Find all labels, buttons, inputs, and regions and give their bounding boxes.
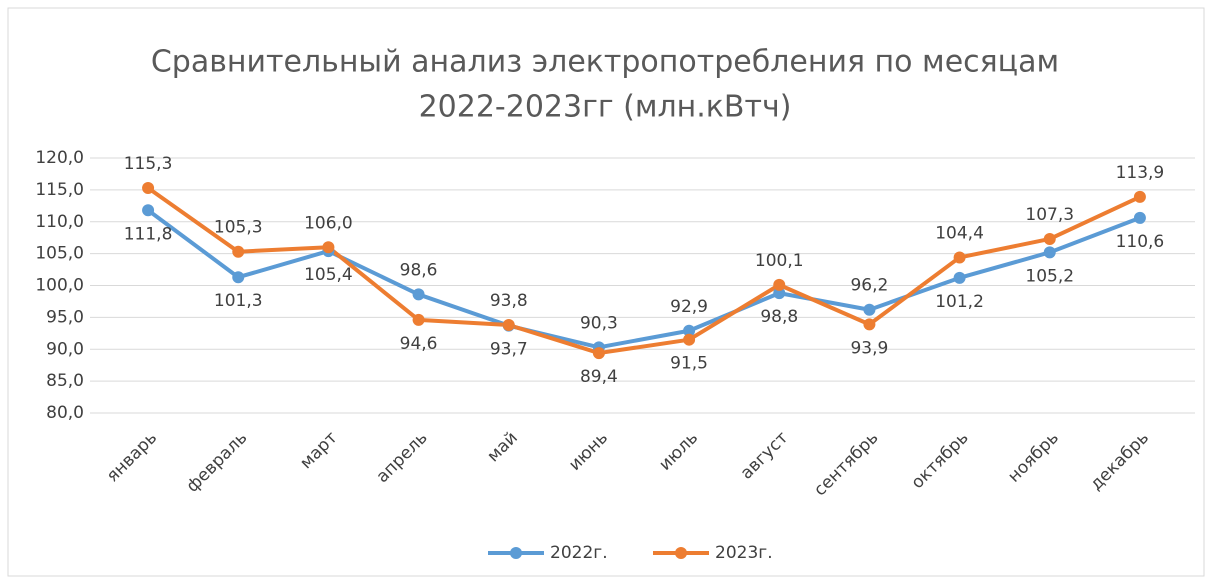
legend-label: 2023г.	[715, 543, 773, 563]
y-tick-label: 120,0	[35, 148, 84, 168]
data-label: 93,8	[490, 291, 528, 311]
data-label: 101,3	[214, 291, 263, 311]
point	[773, 278, 786, 291]
point	[863, 318, 876, 331]
point	[683, 324, 696, 337]
point	[683, 333, 696, 346]
legend-label: 2022г.	[550, 543, 608, 563]
data-label: 93,7	[490, 340, 528, 360]
point	[232, 245, 245, 258]
data-label: 105,4	[304, 265, 353, 285]
data-label: 107,3	[1025, 205, 1074, 225]
data-label: 113,9	[1116, 163, 1165, 183]
point	[1133, 190, 1146, 203]
data-label: 105,3	[214, 218, 263, 238]
chart-border	[7, 7, 1205, 577]
data-label: 98,8	[760, 307, 798, 327]
data-label: 93,9	[850, 338, 888, 358]
y-tick-label: 95,0	[46, 307, 84, 327]
series-line	[146, 208, 1141, 350]
point	[412, 313, 425, 326]
data-label: 104,4	[935, 223, 984, 243]
point	[1043, 246, 1056, 259]
data-label: 111,8	[124, 224, 173, 244]
data-label: 101,2	[935, 292, 984, 312]
series-line	[146, 186, 1141, 356]
legend-marker	[510, 547, 522, 559]
data-label: 100,1	[755, 251, 804, 271]
point	[953, 271, 966, 284]
point	[142, 181, 155, 194]
data-label: 91,5	[670, 354, 708, 374]
data-label: 115,3	[124, 154, 173, 174]
chart-title: Сравнительный анализ электропотребления …	[151, 45, 1059, 80]
point	[142, 204, 155, 217]
y-tick-label: 80,0	[46, 403, 84, 423]
point	[322, 241, 335, 254]
data-label: 90,3	[580, 313, 618, 333]
point	[1043, 232, 1056, 245]
data-label: 94,6	[400, 334, 438, 354]
point	[232, 271, 245, 284]
y-tick-label: 110,0	[35, 212, 84, 232]
y-tick-label: 105,0	[35, 244, 84, 264]
data-label: 106,0	[304, 213, 353, 233]
point	[1133, 211, 1146, 224]
data-label: 110,6	[1116, 232, 1165, 252]
point	[953, 251, 966, 264]
data-label: 89,4	[580, 367, 618, 387]
point	[592, 347, 605, 360]
point	[773, 287, 786, 300]
y-tick-label: 90,0	[46, 339, 84, 359]
point	[412, 288, 425, 301]
data-label: 92,9	[670, 297, 708, 317]
point	[502, 319, 515, 332]
legend-marker	[675, 547, 687, 559]
y-tick-label: 115,0	[35, 180, 84, 200]
data-label: 98,6	[400, 260, 438, 280]
point	[863, 303, 876, 316]
y-tick-label: 85,0	[46, 371, 84, 391]
chart-title: 2022-2023гг (млн.кВтч)	[419, 90, 792, 125]
y-tick-label: 100,0	[35, 276, 84, 296]
data-label: 96,2	[850, 276, 888, 296]
data-label: 105,2	[1025, 266, 1074, 286]
